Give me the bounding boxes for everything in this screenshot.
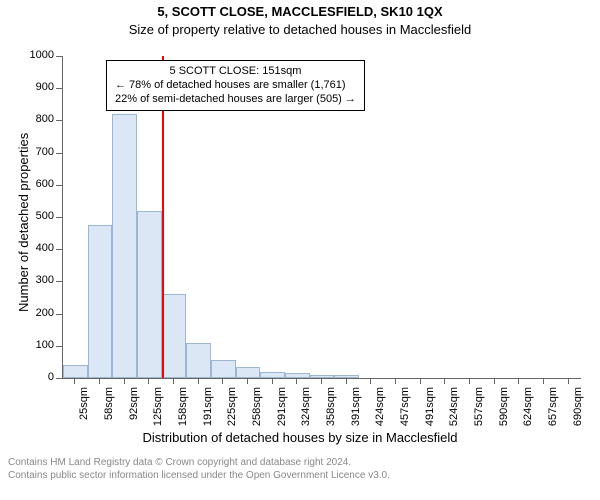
ytick-mark <box>56 56 62 57</box>
footer-line-1: Contains HM Land Registry data © Crown c… <box>8 456 390 469</box>
ytick-mark <box>56 346 62 347</box>
xtick-mark <box>173 378 174 384</box>
xtick-label: 624sqm <box>522 387 534 427</box>
xtick-mark <box>518 378 519 384</box>
ytick-label: 600 <box>20 178 54 190</box>
histogram-bar <box>260 372 285 378</box>
ytick-label: 900 <box>20 81 54 93</box>
ytick-mark <box>56 378 62 379</box>
histogram-bar <box>334 375 359 378</box>
xtick-mark <box>543 378 544 384</box>
ytick-label: 1000 <box>20 49 54 61</box>
xtick-label: 524sqm <box>448 387 460 427</box>
ytick-label: 0 <box>20 371 54 383</box>
xtick-mark <box>494 378 495 384</box>
xtick-label: 158sqm <box>177 387 189 427</box>
histogram-bar <box>137 211 162 378</box>
xtick-label: 191sqm <box>202 387 214 427</box>
xtick-label: 557sqm <box>473 387 485 427</box>
histogram-bar <box>236 367 261 378</box>
subtitle: Size of property relative to detached ho… <box>0 22 600 37</box>
ytick-mark <box>56 88 62 89</box>
ytick-mark <box>56 314 62 315</box>
xtick-mark <box>469 378 470 384</box>
address-title: 5, SCOTT CLOSE, MACCLESFIELD, SK10 1QX <box>0 4 600 19</box>
xtick-mark <box>124 378 125 384</box>
histogram-bar <box>63 365 88 378</box>
ytick-label: 100 <box>20 339 54 351</box>
annotation-box: 5 SCOTT CLOSE: 151sqm ← 78% of detached … <box>106 60 365 111</box>
xtick-label: 125sqm <box>152 387 164 427</box>
footer-line-2: Contains public sector information licen… <box>8 469 390 482</box>
xtick-mark <box>568 378 569 384</box>
xtick-mark <box>321 378 322 384</box>
x-axis-label: Distribution of detached houses by size … <box>0 430 600 445</box>
histogram-bar <box>186 343 211 378</box>
histogram-bar <box>112 114 137 378</box>
xtick-mark <box>272 378 273 384</box>
xtick-label: 657sqm <box>547 387 559 427</box>
xtick-label: 258sqm <box>251 387 263 427</box>
xtick-mark <box>346 378 347 384</box>
xtick-label: 225sqm <box>226 387 238 427</box>
xtick-label: 457sqm <box>399 387 411 427</box>
xtick-mark <box>395 378 396 384</box>
annotation-line-1: 5 SCOTT CLOSE: 151sqm <box>115 65 356 79</box>
xtick-mark <box>420 378 421 384</box>
histogram-bar <box>285 373 310 378</box>
histogram-bar <box>162 294 187 378</box>
xtick-label: 25sqm <box>78 387 90 427</box>
ytick-mark <box>56 120 62 121</box>
xtick-label: 391sqm <box>350 387 362 427</box>
xtick-mark <box>247 378 248 384</box>
xtick-mark <box>222 378 223 384</box>
ytick-mark <box>56 185 62 186</box>
ytick-label: 800 <box>20 113 54 125</box>
xtick-label: 424sqm <box>374 387 386 427</box>
footer: Contains HM Land Registry data © Crown c… <box>8 456 390 482</box>
xtick-mark <box>148 378 149 384</box>
ytick-label: 500 <box>20 210 54 222</box>
xtick-label: 491sqm <box>424 387 436 427</box>
ytick-mark <box>56 153 62 154</box>
xtick-label: 92sqm <box>128 387 140 427</box>
xtick-mark <box>296 378 297 384</box>
ytick-label: 700 <box>20 146 54 158</box>
xtick-mark <box>444 378 445 384</box>
annotation-line-2: ← 78% of detached houses are smaller (1,… <box>115 79 356 93</box>
xtick-mark <box>99 378 100 384</box>
histogram-bar <box>88 225 113 378</box>
xtick-label: 58sqm <box>103 387 115 427</box>
xtick-mark <box>198 378 199 384</box>
annotation-line-3: 22% of semi-detached houses are larger (… <box>115 93 356 107</box>
xtick-mark <box>370 378 371 384</box>
ytick-mark <box>56 281 62 282</box>
xtick-label: 358sqm <box>325 387 337 427</box>
histogram-bar <box>211 360 236 378</box>
xtick-label: 590sqm <box>498 387 510 427</box>
ytick-label: 200 <box>20 307 54 319</box>
ytick-mark <box>56 249 62 250</box>
ytick-label: 400 <box>20 242 54 254</box>
xtick-mark <box>74 378 75 384</box>
xtick-label: 324sqm <box>300 387 312 427</box>
ytick-mark <box>56 217 62 218</box>
xtick-label: 690sqm <box>572 387 584 427</box>
ytick-label: 300 <box>20 274 54 286</box>
xtick-label: 291sqm <box>276 387 288 427</box>
